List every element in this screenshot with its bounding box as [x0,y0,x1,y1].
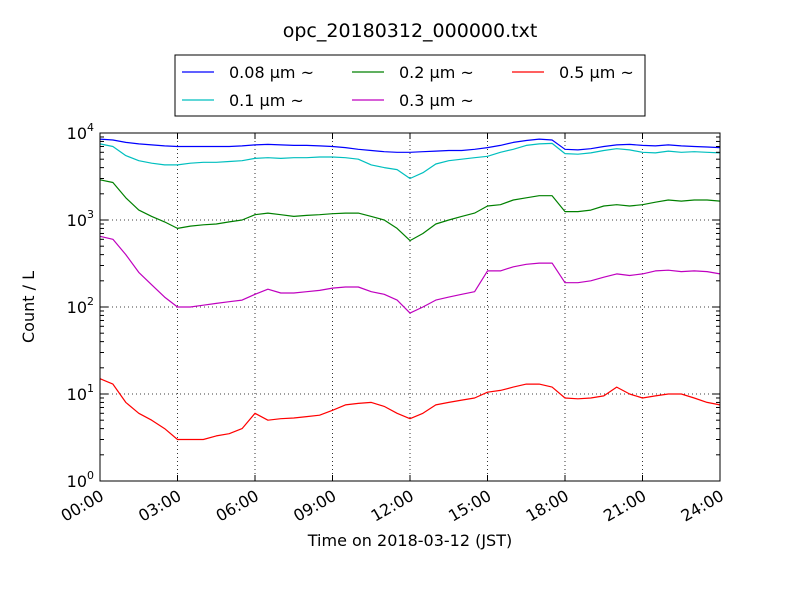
plot-frame [99,132,721,482]
y-tick-label: 101 [67,382,94,404]
legend-label: 0.5 μm ~ [559,63,634,82]
series-line-1 [99,142,721,180]
grid-lines [100,133,720,481]
x-axis-label: Time on 2018-03-12 (JST) [307,531,512,550]
y-tick-label: 104 [67,121,94,143]
legend-label: 0.08 μm ~ [229,63,314,82]
series-layer [99,138,721,441]
series-line-2 [99,179,721,242]
legend-box [174,54,646,117]
legend-label: 0.1 μm ~ [229,91,304,110]
chart-title: opc_20180312_000000.txt [283,20,538,42]
series-line-0 [99,138,721,153]
y-tick-label: 103 [67,208,94,230]
y-axis-label: Count / L [19,271,38,343]
legend-label: 0.3 μm ~ [399,91,474,110]
series-line-4 [99,378,721,441]
y-tick-labels: 100 101 102 103 104 [67,121,94,491]
legend-label: 0.2 μm ~ [399,63,474,82]
y-tick-label: 100 [67,469,94,491]
y-tick-label: 102 [67,295,94,317]
legend: 0.08 μm ~ 0.1 μm ~ 0.2 μm ~ 0.3 μm ~ 0.5 μm … [174,54,646,117]
series-line-3 [99,235,721,314]
axis-ticks [99,132,721,482]
